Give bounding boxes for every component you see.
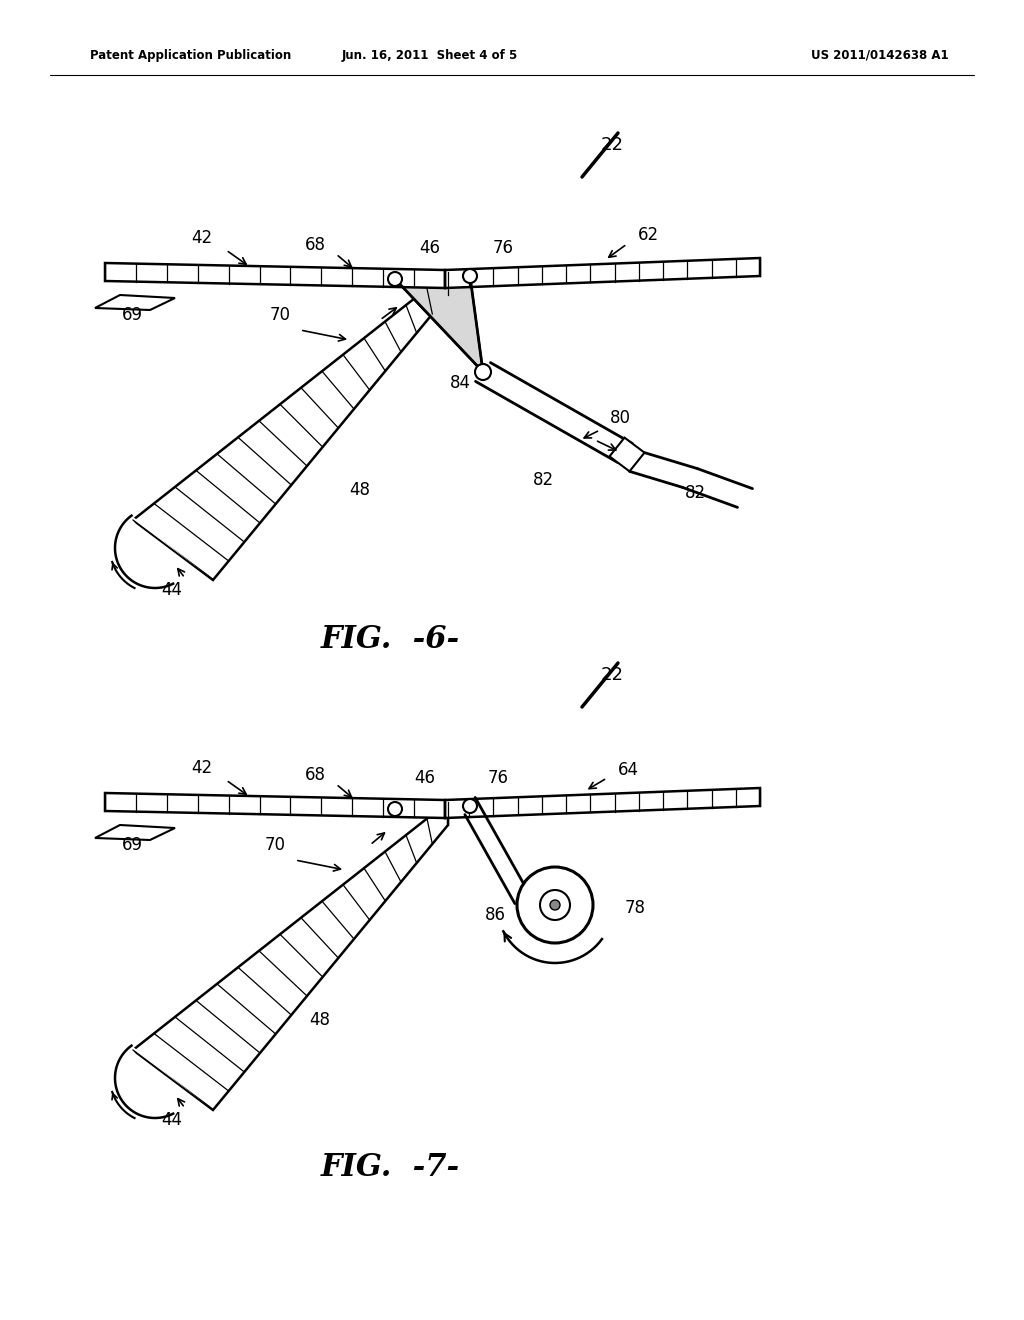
Circle shape: [540, 890, 570, 920]
Text: US 2011/0142638 A1: US 2011/0142638 A1: [811, 49, 949, 62]
Text: 68: 68: [304, 236, 326, 253]
Text: 44: 44: [162, 1111, 182, 1129]
Text: 62: 62: [637, 226, 658, 244]
Circle shape: [388, 803, 402, 816]
Text: 22: 22: [600, 667, 624, 684]
Polygon shape: [115, 1045, 213, 1118]
Polygon shape: [133, 272, 449, 579]
Text: 48: 48: [349, 480, 371, 499]
Text: FIG.  -6-: FIG. -6-: [321, 624, 460, 656]
Circle shape: [388, 272, 402, 286]
Circle shape: [463, 799, 477, 813]
Text: Jun. 16, 2011  Sheet 4 of 5: Jun. 16, 2011 Sheet 4 of 5: [342, 49, 518, 62]
Text: 76: 76: [487, 770, 509, 787]
Text: 76: 76: [493, 239, 513, 257]
Polygon shape: [115, 516, 213, 587]
Text: FIG.  -7-: FIG. -7-: [321, 1152, 460, 1184]
Polygon shape: [445, 788, 760, 818]
Text: 82: 82: [532, 471, 554, 488]
Text: 84: 84: [450, 374, 470, 392]
Text: 80: 80: [609, 409, 631, 426]
Text: 78: 78: [625, 899, 645, 917]
Polygon shape: [95, 825, 175, 840]
Text: 48: 48: [309, 1011, 331, 1030]
Circle shape: [550, 900, 560, 909]
Polygon shape: [609, 438, 644, 471]
Text: 46: 46: [420, 239, 440, 257]
Text: 68: 68: [304, 766, 326, 784]
Circle shape: [517, 867, 593, 942]
Circle shape: [475, 364, 490, 380]
Polygon shape: [133, 803, 449, 1110]
Polygon shape: [395, 276, 483, 372]
Text: 42: 42: [191, 228, 213, 247]
Circle shape: [463, 269, 477, 282]
Polygon shape: [445, 257, 760, 288]
Text: 69: 69: [122, 306, 142, 323]
Text: Patent Application Publication: Patent Application Publication: [90, 49, 291, 62]
Text: 70: 70: [269, 306, 291, 323]
Text: 64: 64: [617, 762, 639, 779]
Text: 44: 44: [162, 581, 182, 599]
Text: 82: 82: [684, 484, 706, 502]
Text: 22: 22: [600, 136, 624, 154]
Polygon shape: [95, 294, 175, 310]
Text: 86: 86: [484, 906, 506, 924]
Text: 69: 69: [122, 836, 142, 854]
Polygon shape: [105, 793, 445, 818]
Text: 70: 70: [264, 836, 286, 854]
Text: 46: 46: [415, 770, 435, 787]
Polygon shape: [105, 263, 445, 288]
Text: 42: 42: [191, 759, 213, 777]
